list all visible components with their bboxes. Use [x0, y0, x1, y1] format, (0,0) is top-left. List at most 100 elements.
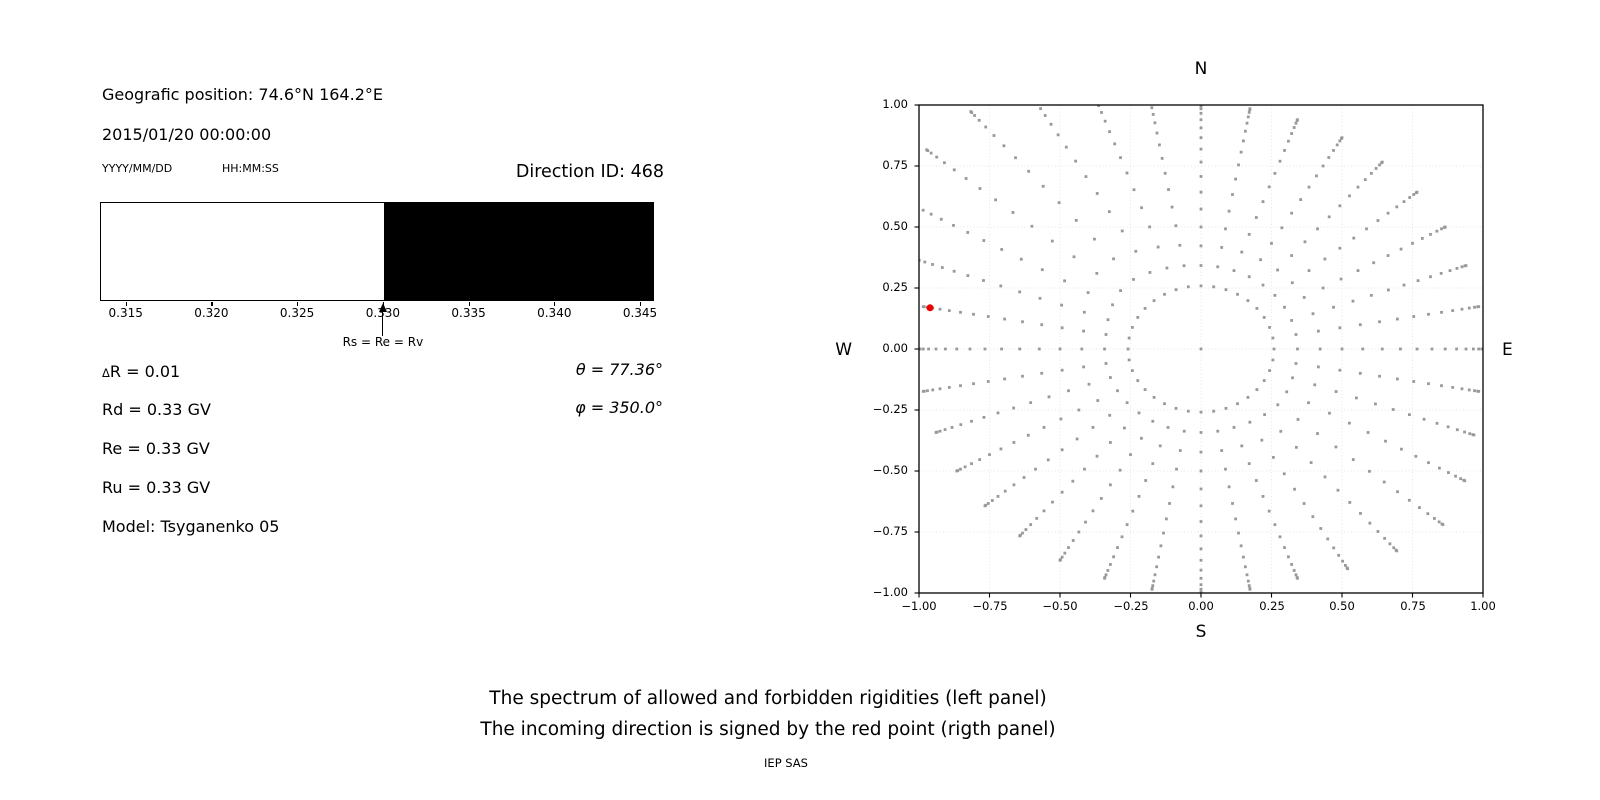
- scatter-dot: [1151, 584, 1155, 588]
- scatter-dot: [973, 114, 976, 117]
- scatter-dot: [1307, 401, 1310, 405]
- scatter-dot: [1060, 555, 1064, 559]
- scatter-dot: [1318, 347, 1322, 351]
- scatter-dot: [1391, 408, 1395, 411]
- center-dot: [1199, 347, 1203, 351]
- scatter-dot: [1160, 156, 1164, 160]
- scatter-dot: [1440, 227, 1443, 231]
- scatter-dot: [1303, 240, 1307, 244]
- scatter-dot: [1112, 257, 1115, 261]
- scatter-dot: [1327, 156, 1331, 159]
- scatter-dot: [1143, 307, 1147, 310]
- scatter-dot: [1316, 365, 1320, 369]
- direction-plot-panel: N S W E 1.00 0.75 0.50 0.25 0.00 −0.25 −0.50 −0…: [820, 50, 1540, 670]
- scatter-dot: [1116, 546, 1119, 549]
- scatter-dot: [1140, 436, 1143, 440]
- scatter-dot: [1296, 576, 1299, 580]
- scatter-dot: [929, 212, 933, 216]
- scatter-dot: [1247, 275, 1251, 279]
- scatter-dot: [1365, 227, 1368, 231]
- scatter-dot: [1064, 145, 1068, 149]
- scatter-dot: [1291, 376, 1294, 380]
- scatter-dot: [1003, 489, 1007, 493]
- scatter-dot: [1199, 520, 1203, 523]
- param-rd: Rd = 0.33 GV: [102, 400, 211, 419]
- scatter-dot: [959, 310, 962, 314]
- scatter-dot: [1155, 131, 1159, 135]
- scatter-dot: [1199, 558, 1203, 562]
- scatter-dot: [1447, 471, 1450, 475]
- scatter-dot: [1095, 99, 1098, 102]
- scatter-dot: [1246, 299, 1250, 303]
- scatter-dot: [1271, 358, 1275, 362]
- scatter-dot: [1104, 573, 1108, 577]
- scatter-dot: [984, 125, 988, 129]
- scatter-dot: [1199, 107, 1203, 111]
- scatter-dot: [1095, 454, 1099, 458]
- scatter-dot: [1199, 111, 1203, 115]
- scatter-dot: [1299, 198, 1303, 201]
- scatter-dot: [1012, 483, 1016, 487]
- scatter-dot: [1351, 458, 1355, 461]
- scatter-dot: [992, 134, 996, 137]
- scatter-dot: [1212, 285, 1216, 289]
- scatter-dot: [921, 347, 925, 351]
- scatter-dot: [1481, 347, 1483, 351]
- spectrum-tick: [640, 302, 642, 306]
- scatter-dot: [1234, 177, 1238, 181]
- scatter-dot: [964, 177, 968, 180]
- scatter-dot: [1435, 229, 1439, 233]
- scatter-dot: [1272, 347, 1276, 351]
- scatter-dot: [968, 347, 972, 351]
- scatter-dot: [1261, 283, 1265, 287]
- scatter-dot: [1254, 479, 1258, 482]
- x-tick-label: 0.00: [1188, 599, 1214, 613]
- scatter-dot: [986, 380, 990, 383]
- scatter-dot: [1132, 188, 1136, 192]
- param-model: Model: Tsyganenko 05: [102, 517, 280, 536]
- scatter-dot: [1348, 194, 1351, 198]
- scatter-dot: [1040, 371, 1044, 375]
- scatter-dot: [1136, 379, 1140, 382]
- scatter-dot: [1347, 421, 1351, 425]
- scatter-dot: [972, 382, 975, 386]
- scatter-dot: [1313, 383, 1317, 387]
- scatter-dot: [1157, 555, 1160, 559]
- scatter-dot: [1152, 299, 1156, 303]
- scatter-dot: [1395, 317, 1399, 321]
- spectrum-axes-box: [100, 202, 654, 301]
- scatter-dot: [1271, 336, 1275, 340]
- scatter-dot: [1276, 403, 1280, 407]
- scatter-dot: [1267, 185, 1271, 189]
- scatter-dot: [1427, 461, 1430, 465]
- scatter-dot: [1199, 534, 1203, 538]
- scatter-dot: [1182, 429, 1186, 433]
- scatter-dot: [1290, 132, 1294, 135]
- scatter-dot: [1293, 487, 1296, 491]
- scatter-dot: [1151, 419, 1155, 423]
- scatter-dot: [950, 426, 954, 429]
- scatter-dot: [943, 161, 946, 165]
- plot-label-east: E: [1502, 340, 1513, 360]
- caption-line2: The incoming direction is signed by the …: [480, 719, 1056, 740]
- scatter-dot: [969, 110, 973, 114]
- scatter-dot: [1071, 479, 1075, 483]
- scatter-dot: [1137, 411, 1141, 415]
- delta-symbol: Δ: [102, 366, 110, 380]
- scatter-dot: [1358, 323, 1362, 327]
- scatter-dot: [1346, 567, 1350, 571]
- scatter-dot: [1033, 98, 1036, 101]
- scatter-dot: [1426, 512, 1430, 516]
- scatter-dot: [1106, 318, 1110, 322]
- scatter-dot: [1153, 573, 1157, 577]
- scatter-dot: [1057, 201, 1061, 205]
- scatter-dot: [1182, 264, 1186, 268]
- scatter-dot: [1083, 467, 1086, 471]
- scatter-dot: [1220, 449, 1224, 452]
- scatter-dot: [1067, 546, 1070, 549]
- spectrum-tick: [468, 302, 470, 306]
- scatter-dot: [1415, 190, 1419, 194]
- scatter-dot: [1302, 296, 1306, 299]
- scatter-dot: [1224, 467, 1227, 471]
- scatter-dot: [938, 387, 942, 391]
